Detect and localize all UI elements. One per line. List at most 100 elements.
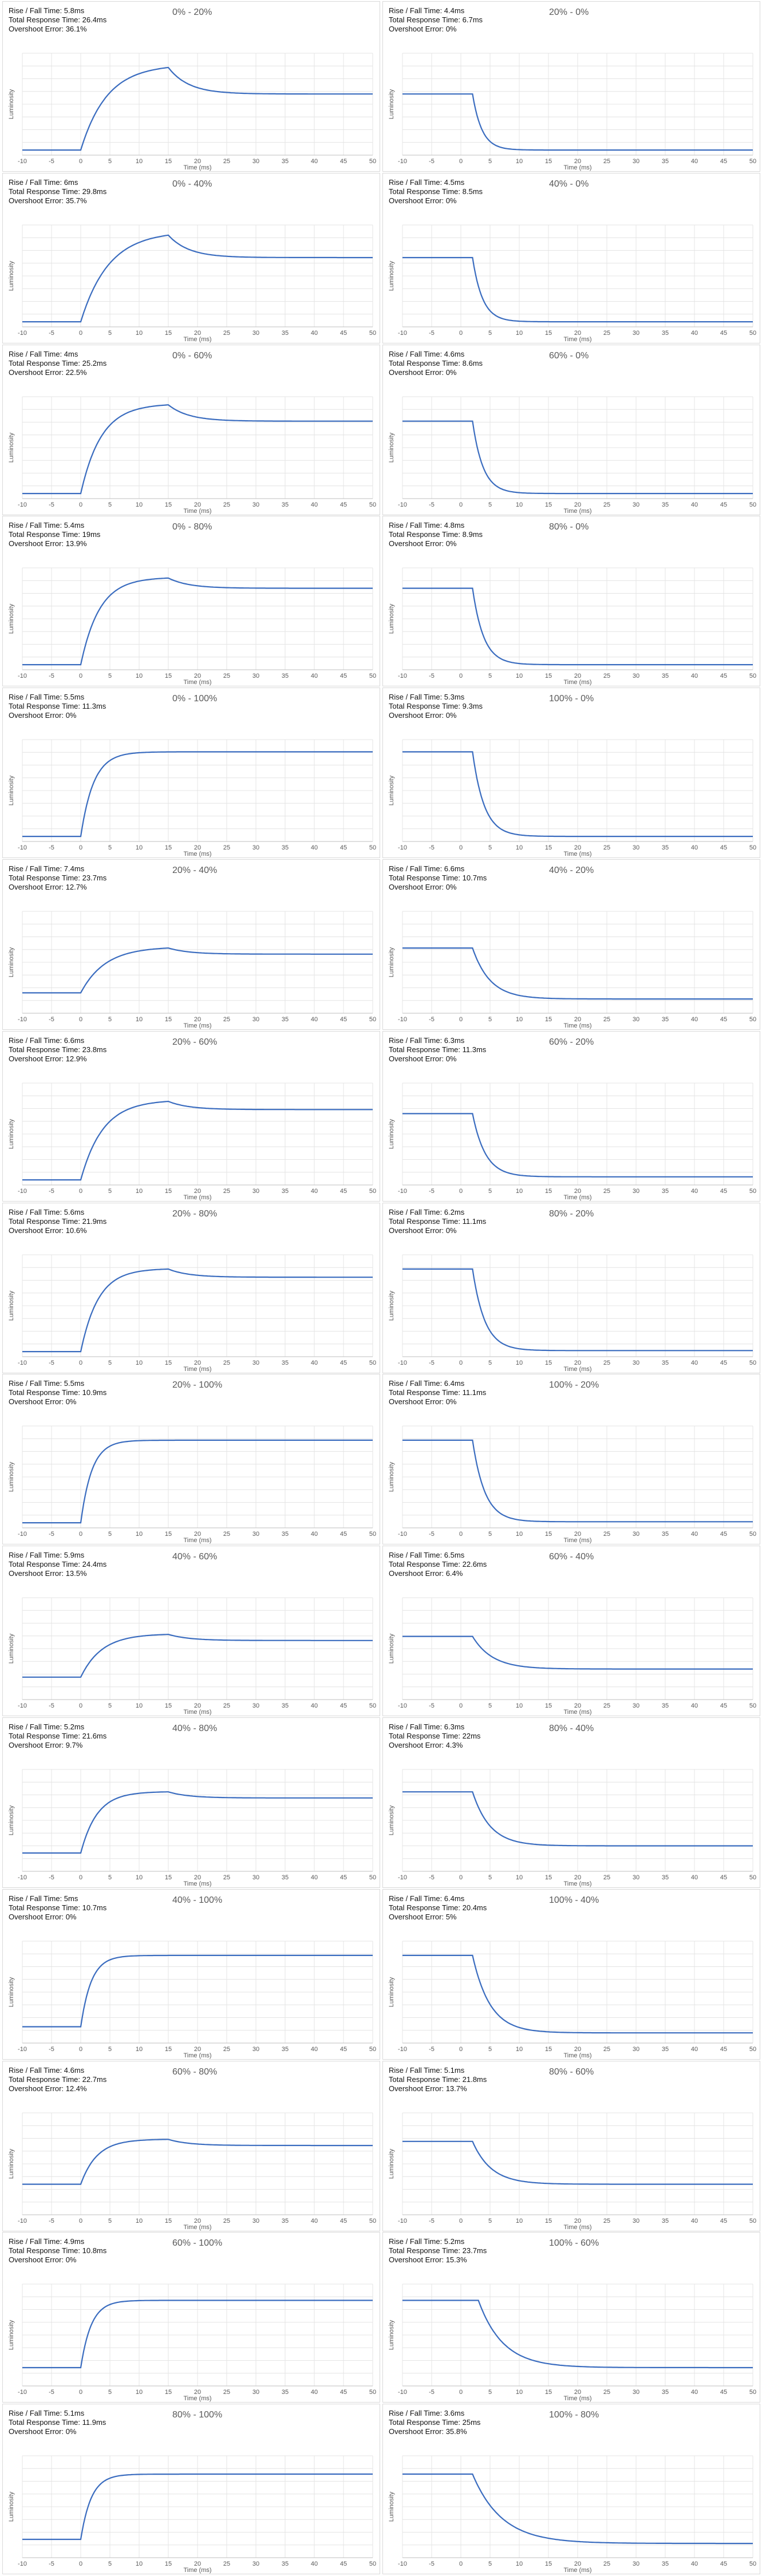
x-axis-label: Time (ms) [563, 2395, 591, 2402]
x-axis-label: Time (ms) [563, 1366, 591, 1373]
luminosity-series-line [22, 66, 373, 151]
stats-block: Rise / Fall Time: 5.1ms Total Response Ti… [9, 2409, 106, 2436]
x-tick-label: 30 [252, 158, 259, 165]
x-tick-label: 50 [369, 844, 376, 851]
x-tick-label: 35 [282, 1874, 289, 1881]
x-tick-label: -5 [49, 1360, 54, 1366]
x-tick-label: 15 [165, 2389, 172, 2396]
x-tick-label: -10 [18, 1702, 27, 1709]
x-tick-label: 50 [749, 1188, 756, 1195]
y-axis-label: Luminosity [8, 432, 15, 463]
response-chart: -10 -5 0 5 10 15 20 25 30 35 40 45 50 Time (ms) Lumino… [8, 2283, 376, 2402]
x-tick-label: -5 [429, 1360, 435, 1366]
transition-title: 100% - 40% [549, 1895, 599, 1905]
stats-block: Rise / Fall Time: 5.6ms Total Response Ti… [9, 1208, 106, 1235]
response-chart: -10 -5 0 5 10 15 20 25 30 35 40 45 50 Time (ms) Lumino… [8, 396, 376, 515]
x-axis-label: Time (ms) [563, 851, 591, 858]
x-tick-label: 35 [282, 1360, 289, 1366]
x-tick-label: -5 [49, 2218, 54, 2225]
luminosity-series-line [402, 1791, 753, 1847]
x-tick-label: 45 [340, 673, 347, 679]
x-tick-label: 25 [223, 501, 230, 508]
x-tick-label: 25 [603, 501, 610, 508]
total-response-time: Total Response Time: 8.9ms [389, 530, 483, 539]
x-tick-label: 30 [633, 2389, 639, 2396]
x-tick-label: 35 [662, 330, 669, 337]
x-tick-label: 5 [108, 1874, 112, 1881]
y-axis-label: Luminosity [8, 260, 15, 291]
x-tick-label: -5 [49, 2046, 54, 2053]
x-tick-label: 45 [340, 501, 347, 508]
x-axis-label: Time (ms) [563, 1537, 591, 1544]
transition-title: 80% - 100% [172, 2410, 223, 2420]
transition-title: 0% - 80% [172, 522, 212, 532]
total-response-time: Total Response Time: 25ms [389, 2418, 481, 2427]
x-tick-label: 45 [340, 330, 347, 337]
x-tick-label: 30 [633, 1360, 639, 1366]
transition-panel: Rise / Fall Time: 5.5ms Total Response Ti… [2, 1374, 380, 1545]
x-tick-label: 20 [194, 1188, 201, 1195]
x-tick-label: 15 [545, 2561, 552, 2567]
stats-block: Rise / Fall Time: 4.4ms Total Response Ti… [389, 6, 483, 34]
x-tick-label: 30 [633, 844, 639, 851]
x-tick-label: 35 [662, 844, 669, 851]
stats-block: Rise / Fall Time: 5.3ms Total Response Ti… [389, 693, 483, 720]
x-tick-label: 45 [720, 158, 727, 165]
response-chart: -10 -5 0 5 10 15 20 25 30 35 40 45 50 Time (ms) Lumino… [8, 739, 376, 858]
x-tick-label: 10 [136, 844, 143, 851]
x-tick-label: 50 [369, 501, 376, 508]
transition-title: 0% - 40% [172, 179, 212, 189]
total-response-time: Total Response Time: 19ms [9, 530, 101, 539]
x-tick-label: 45 [720, 1016, 727, 1023]
y-axis-label: Luminosity [8, 775, 15, 805]
transition-title: 100% - 0% [549, 694, 594, 704]
response-chart: -10 -5 0 5 10 15 20 25 30 35 40 45 50 Time (ms) Lumino… [8, 1425, 376, 1544]
transition-title: 40% - 80% [172, 1724, 218, 1733]
x-axis-label: Time (ms) [563, 508, 591, 515]
x-tick-label: 45 [340, 1188, 347, 1195]
x-tick-label: -10 [18, 158, 27, 165]
response-chart: -10 -5 0 5 10 15 20 25 30 35 40 45 50 Time (ms) Lumino… [8, 1254, 376, 1373]
luminosity-series-line [22, 2474, 373, 2541]
rise-fall-time: Rise / Fall Time: 5.5ms [9, 693, 85, 702]
overshoot-error: Overshoot Error: 35.7% [9, 196, 87, 205]
x-tick-label: 15 [165, 330, 172, 337]
y-axis-label: Luminosity [8, 89, 15, 119]
rise-fall-time: Rise / Fall Time: 7.4ms [9, 864, 85, 873]
x-tick-label: 10 [136, 1188, 143, 1195]
x-tick-label: 40 [691, 1360, 698, 1366]
y-axis-label: Luminosity [8, 1290, 15, 1321]
x-tick-label: 25 [603, 2046, 610, 2053]
x-tick-label: 25 [223, 2389, 230, 2396]
x-axis-label: Time (ms) [563, 1194, 591, 1201]
x-tick-label: 10 [136, 673, 143, 679]
x-tick-label: 35 [282, 1702, 289, 1709]
luminosity-series-line [402, 93, 753, 151]
transition-panel: Rise / Fall Time: 5.6ms Total Response Ti… [2, 1202, 380, 1373]
x-tick-label: 35 [662, 1016, 669, 1023]
transition-panel: Rise / Fall Time: 7.4ms Total Response Ti… [2, 859, 380, 1030]
rise-fall-time: Rise / Fall Time: 5.1ms [9, 2409, 85, 2418]
stats-block: Rise / Fall Time: 5.5ms Total Response Ti… [9, 693, 106, 720]
x-tick-label: 20 [574, 1016, 581, 1023]
x-tick-label: 15 [165, 2046, 172, 2053]
response-chart: -10 -5 0 5 10 15 20 25 30 35 40 45 50 Time (ms) Lumino… [388, 2283, 756, 2402]
response-chart: -10 -5 0 5 10 15 20 25 30 35 40 45 50 Time (ms) Lumino… [8, 1941, 376, 2059]
luminosity-series-line [402, 751, 753, 837]
overshoot-error: Overshoot Error: 12.4% [9, 2084, 87, 2093]
x-tick-label: 15 [545, 2046, 552, 2053]
x-tick-label: 20 [574, 2389, 581, 2396]
y-axis-label: Luminosity [388, 1119, 395, 1149]
x-tick-label: 10 [136, 2046, 143, 2053]
x-tick-label: 35 [282, 1188, 289, 1195]
x-tick-label: 45 [720, 501, 727, 508]
x-tick-label: 30 [633, 1188, 639, 1195]
x-tick-label: 45 [340, 1702, 347, 1709]
x-tick-label: 5 [108, 1702, 112, 1709]
x-tick-label: 0 [459, 844, 463, 851]
stats-block: Rise / Fall Time: 3.6ms Total Response Ti… [389, 2409, 480, 2436]
x-tick-label: -5 [49, 2561, 54, 2567]
overshoot-error: Overshoot Error: 0% [9, 1397, 77, 1406]
total-response-time: Total Response Time: 23.7ms [389, 2246, 487, 2255]
x-tick-label: -5 [49, 158, 54, 165]
